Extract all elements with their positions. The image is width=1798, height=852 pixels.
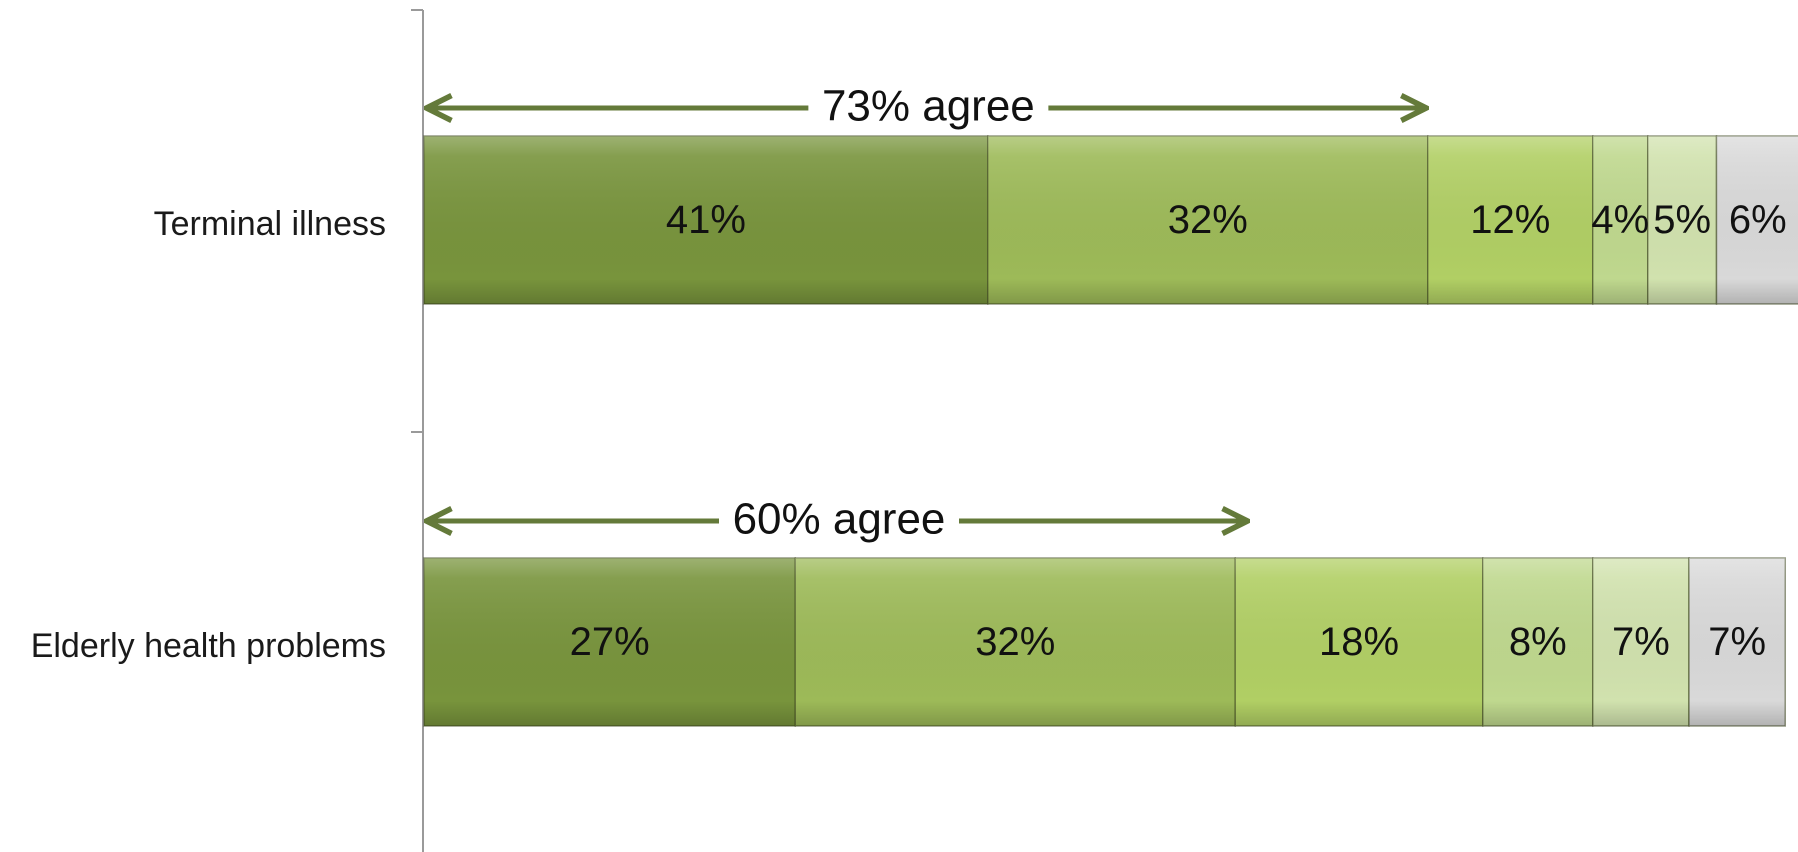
data-label: 18% [1319, 620, 1399, 664]
agree-annotation: 60% agree [733, 495, 946, 544]
category-label: Terminal illness [154, 205, 386, 243]
data-label: 4% [1591, 198, 1649, 242]
data-label: 27% [570, 620, 650, 664]
data-label: 8% [1509, 620, 1567, 664]
data-label: 41% [666, 198, 746, 242]
data-label: 7% [1612, 620, 1670, 664]
data-label: 7% [1708, 620, 1766, 664]
agree-annotation: 73% agree [822, 82, 1035, 131]
data-label: 32% [1168, 198, 1248, 242]
category-label: Elderly health problems [31, 627, 386, 665]
data-label: 6% [1729, 198, 1787, 242]
data-label: 32% [975, 620, 1055, 664]
data-label: 12% [1470, 198, 1550, 242]
data-label: 5% [1653, 198, 1711, 242]
